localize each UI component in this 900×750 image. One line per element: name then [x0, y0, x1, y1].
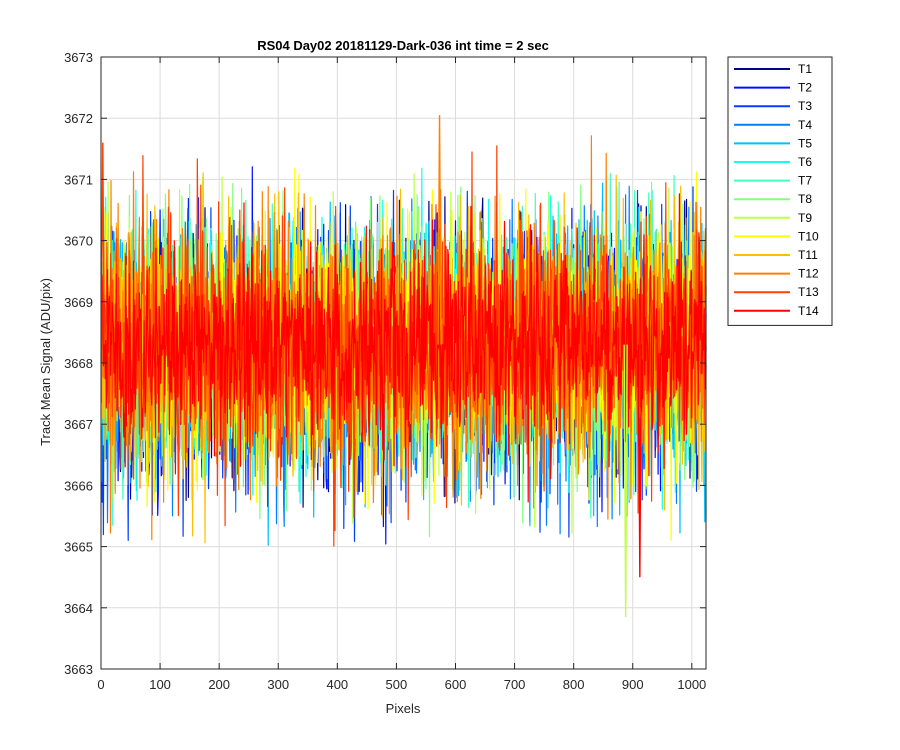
x-tick-label: 400 [326, 677, 348, 692]
legend-item-t9[interactable]: T9 [734, 211, 812, 225]
legend-item-t14[interactable]: T14 [734, 304, 819, 318]
legend-item-t6[interactable]: T6 [734, 155, 812, 169]
legend-label: T12 [798, 267, 819, 281]
y-tick-label: 3663 [64, 662, 93, 677]
x-tick-label: 800 [563, 677, 585, 692]
y-axis-label: Track Mean Signal (ADU/pix) [38, 278, 53, 446]
y-tick-label: 3673 [64, 50, 93, 65]
spike-t14 [637, 344, 643, 578]
y-tick-label: 3668 [64, 356, 93, 371]
legend-label: T1 [798, 62, 812, 76]
y-tick-label: 3667 [64, 417, 93, 432]
legend[interactable]: T1 T2 T3 T4 T5 T6 T7 T8 T9 T10 T11 T12 T13 T14 [727, 56, 833, 326]
legend-label: T3 [798, 99, 812, 113]
axes: 0 100 200 300 400 500 600 700 800 900 1000 3663 3664… [64, 50, 707, 692]
axes-frame [100, 56, 707, 670]
legend-label: T6 [798, 155, 812, 169]
chart-title: RS04 Day02 20181129-Dark-036 int time = … [257, 38, 549, 53]
legend-item-t13[interactable]: T13 [734, 285, 819, 299]
x-tick-label: 1000 [677, 677, 706, 692]
legend-box [727, 56, 833, 326]
legend-item-t11[interactable]: T11 [734, 248, 818, 262]
series-line-t14 [101, 193, 707, 507]
legend-item-t4[interactable]: T4 [734, 118, 812, 132]
x-tick-label: 0 [97, 677, 104, 692]
legend-label: T4 [798, 118, 812, 132]
y-tick-label: 3669 [64, 295, 93, 310]
legend-item-t1[interactable]: T1 [734, 62, 812, 76]
legend-label: T5 [798, 136, 812, 150]
x-tick-label: 700 [504, 677, 526, 692]
x-tick-label: 500 [386, 677, 408, 692]
legend-label: T11 [798, 248, 818, 262]
legend-item-t5[interactable]: T5 [734, 136, 812, 150]
legend-label: T2 [798, 81, 812, 95]
y-tick-label: 3670 [64, 234, 93, 249]
legend-item-t7[interactable]: T7 [734, 174, 812, 188]
x-tick-label: 600 [445, 677, 467, 692]
x-tick-label: 300 [267, 677, 289, 692]
legend-label: T13 [798, 285, 819, 299]
series-line-t13 [101, 145, 707, 547]
y-tick-label: 3664 [64, 601, 93, 616]
plot-area [100, 115, 707, 617]
y-tick-label: 3672 [64, 111, 93, 126]
legend-label: T8 [798, 192, 812, 206]
x-tick-label: 200 [208, 677, 230, 692]
y-tick-label: 3665 [64, 540, 93, 555]
y-tick-label: 3671 [64, 172, 93, 187]
spike-t13 [100, 142, 105, 345]
x-tick-label: 900 [622, 677, 644, 692]
legend-label: T9 [798, 211, 812, 225]
legend-label: T14 [798, 304, 819, 318]
legend-item-t10[interactable]: T10 [734, 229, 819, 243]
x-axis-label: Pixels [386, 701, 421, 716]
legend-item-t3[interactable]: T3 [734, 99, 812, 113]
legend-item-t8[interactable]: T8 [734, 192, 812, 206]
y-tick-label: 3666 [64, 478, 93, 493]
legend-label: T10 [798, 229, 819, 243]
spike-t12 [437, 115, 442, 345]
legend-item-t12[interactable]: T12 [734, 267, 819, 281]
x-tick-label: 100 [149, 677, 171, 692]
legend-item-t2[interactable]: T2 [734, 81, 812, 95]
spike-t9 [623, 344, 628, 617]
legend-label: T7 [798, 174, 812, 188]
